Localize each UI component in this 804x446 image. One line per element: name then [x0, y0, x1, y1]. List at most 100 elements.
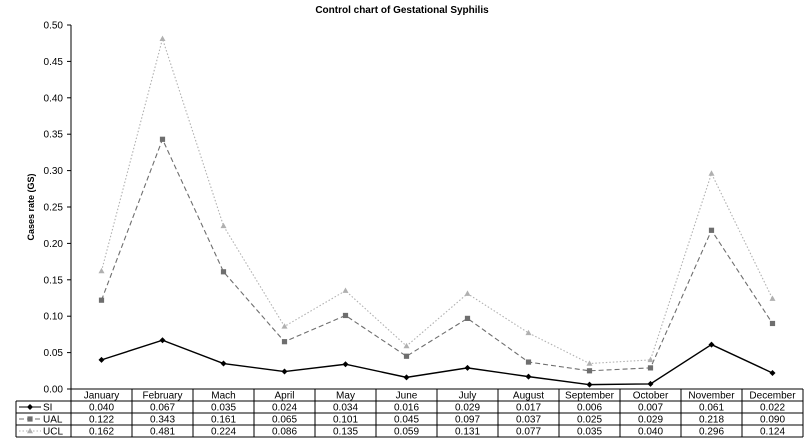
table-value-ucl: 0.135: [333, 427, 358, 438]
y-tick-label: 0.15: [44, 275, 64, 286]
y-tick-label: 0.45: [44, 57, 64, 68]
table-value-si: 0.061: [699, 403, 724, 414]
data-point-ucl: [98, 267, 105, 274]
data-point-ucl: [586, 360, 593, 366]
y-tick-label: 0.30: [44, 166, 64, 177]
category-label: May: [336, 391, 355, 402]
table-value-ucl: 0.224: [211, 427, 236, 438]
category-label: Mach: [211, 391, 235, 402]
category-label: January: [84, 391, 120, 402]
category-label: July: [459, 391, 477, 402]
data-point-ucl: [342, 287, 349, 293]
table-value-ual: 0.343: [150, 415, 175, 426]
table-value-ual: 0.101: [333, 415, 358, 426]
data-point-ual: [586, 368, 593, 374]
table-value-si: 0.029: [455, 403, 480, 414]
table-value-ual: 0.097: [455, 415, 480, 426]
table-value-ual: 0.090: [760, 415, 785, 426]
data-point-ucl: [769, 295, 776, 301]
y-tick-label: 0.05: [44, 348, 64, 359]
table-value-si: 0.007: [638, 403, 663, 414]
data-point-ual: [98, 297, 105, 303]
y-tick-label: 0.20: [44, 239, 64, 250]
table-value-ual: 0.122: [89, 415, 114, 426]
legend-marker-ucl: [27, 427, 33, 434]
data-point-ual: [220, 269, 227, 275]
data-point-si: [220, 360, 227, 367]
table-value-ucl: 0.296: [699, 427, 724, 438]
y-tick-label: 0.00: [44, 385, 64, 396]
table-value-si: 0.017: [516, 403, 541, 414]
table-value-ucl: 0.086: [272, 427, 297, 438]
data-point-ual: [464, 315, 471, 321]
data-point-si: [464, 364, 471, 371]
table-value-ucl: 0.077: [516, 427, 541, 438]
category-label: February: [142, 391, 182, 402]
table-value-ual: 0.218: [699, 415, 724, 426]
table-value-si: 0.006: [577, 403, 602, 414]
data-point-si: [586, 381, 593, 388]
legend-marker-si: [27, 404, 33, 410]
category-label: September: [565, 391, 615, 402]
data-point-si: [403, 374, 410, 381]
series-line-ual: [100, 137, 773, 372]
data-point-ucl: [708, 170, 715, 176]
y-axis-label: Cases rate (GS): [26, 173, 36, 240]
y-tick-label: 0.10: [44, 312, 64, 323]
table-value-ual: 0.029: [638, 415, 663, 426]
data-point-si: [769, 369, 776, 376]
table-value-ual: 0.037: [516, 415, 541, 426]
y-tick-label: 0.25: [44, 203, 64, 214]
y-tick-label: 0.40: [44, 93, 64, 104]
data-point-ual: [647, 365, 654, 371]
data-point-ual: [769, 320, 776, 327]
table-value-ual: 0.065: [272, 415, 297, 426]
data-point-si: [525, 373, 532, 380]
y-tick-label: 0.50: [44, 21, 64, 32]
y-tick-label: 0.35: [44, 130, 64, 141]
data-point-si: [159, 337, 166, 344]
category-label: June: [396, 391, 418, 402]
data-point-si: [647, 380, 654, 387]
category-label: October: [633, 391, 669, 402]
category-label: April: [274, 391, 294, 402]
data-point-ucl: [525, 329, 532, 336]
table-value-si: 0.024: [272, 403, 297, 414]
data-point-ual: [281, 339, 288, 345]
data-point-ucl: [220, 222, 227, 229]
data-point-ucl: [403, 342, 410, 349]
data-point-ual: [525, 359, 532, 365]
table-value-ucl: 0.131: [455, 427, 480, 438]
category-label: November: [688, 391, 735, 402]
table-value-si: 0.016: [394, 403, 419, 414]
table-value-ual: 0.045: [394, 415, 419, 426]
table-value-ucl: 0.481: [150, 427, 175, 438]
series-line-si: [101, 339, 773, 386]
table-value-si: 0.022: [760, 403, 785, 414]
table-value-ual: 0.161: [211, 415, 236, 426]
data-point-ucl: [159, 35, 166, 42]
table-value-ucl: 0.040: [638, 427, 663, 438]
legend-label-si: SI: [43, 403, 52, 414]
chart-title: Control chart of Gestational Syphilis: [315, 5, 489, 16]
category-label: August: [513, 391, 544, 402]
data-point-ual: [159, 136, 166, 142]
table-value-ucl: 0.035: [577, 427, 602, 438]
legend-marker-ual: [27, 416, 33, 422]
legend-label-ucl: UCL: [43, 427, 63, 438]
data-point-ucl: [647, 356, 654, 363]
table-value-ual: 0.025: [577, 415, 602, 426]
table-value-ucl: 0.059: [394, 427, 419, 438]
table-value-si: 0.035: [211, 403, 236, 414]
series-line-ucl: [100, 36, 773, 365]
legend-label-ual: UAL: [43, 415, 63, 426]
table-value-ucl: 0.162: [89, 427, 114, 438]
data-point-si: [281, 368, 288, 375]
data-point-ual: [342, 312, 349, 319]
table-value-si: 0.040: [89, 403, 114, 414]
data-point-ual: [403, 353, 410, 359]
data-point-ucl: [464, 290, 471, 296]
table-value-si: 0.034: [333, 403, 358, 414]
table-value-si: 0.067: [150, 403, 175, 414]
